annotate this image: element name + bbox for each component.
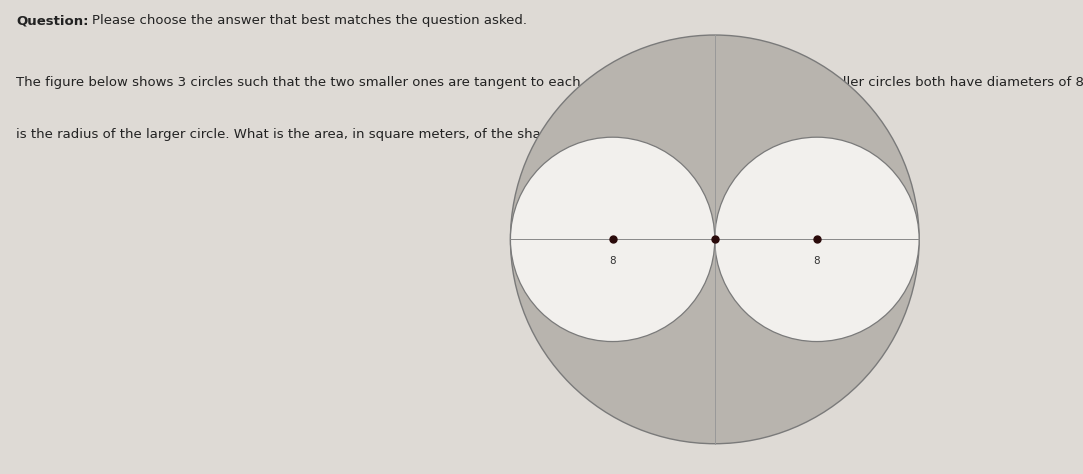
Text: Question:: Question: [16,14,89,27]
Text: 8: 8 [610,256,616,266]
Circle shape [510,137,715,342]
Text: 8: 8 [813,256,820,266]
Text: Please choose the answer that best matches the question asked.: Please choose the answer that best match… [92,14,527,27]
Text: is the radius of the larger circle. What is the area, in square meters, of the s: is the radius of the larger circle. What… [16,128,619,141]
Circle shape [510,35,919,444]
Text: The figure below shows 3 circles such that the two smaller ones are tangent to e: The figure below shows 3 circles such th… [16,76,1083,89]
Circle shape [715,137,919,342]
